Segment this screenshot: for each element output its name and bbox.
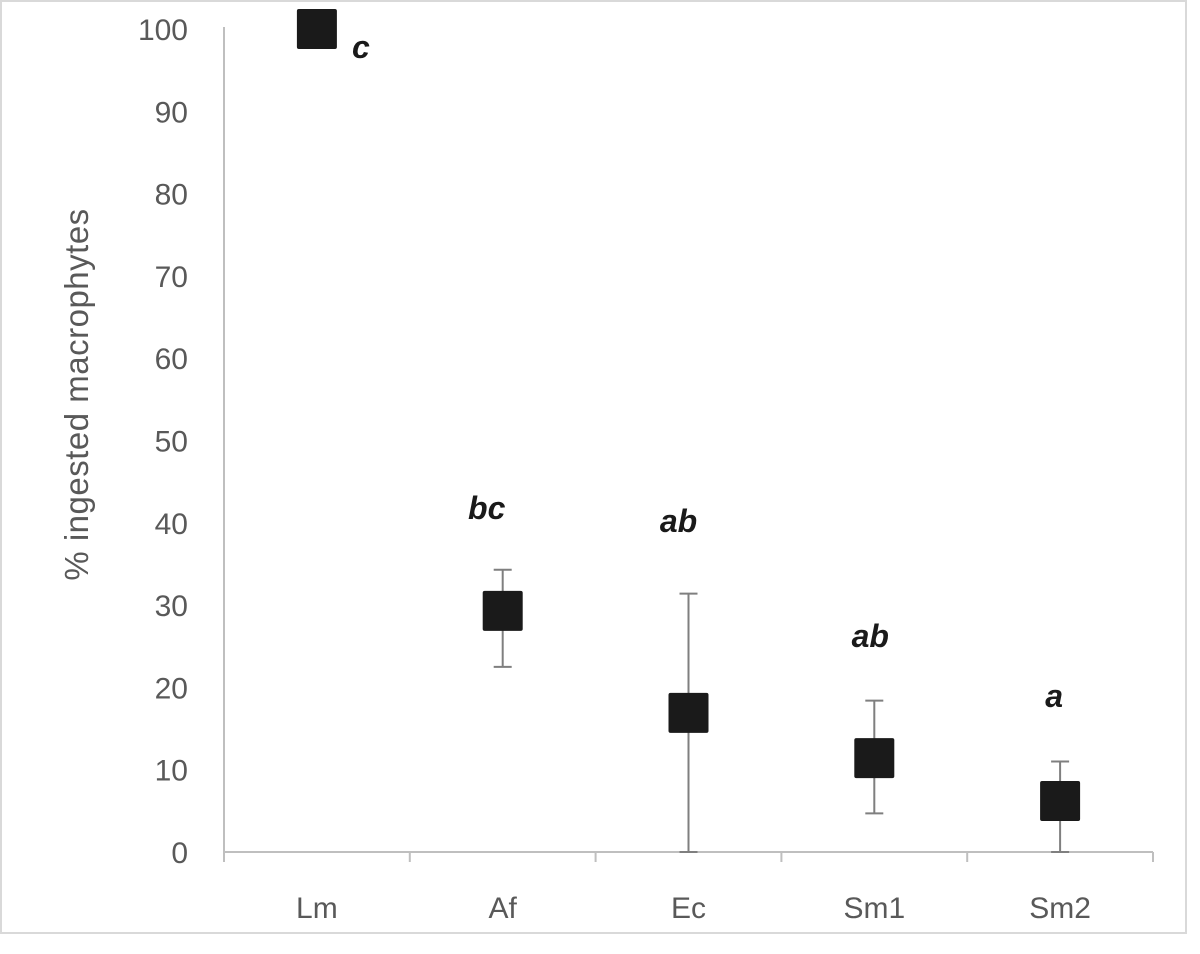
y-tick-label: 30 bbox=[155, 590, 188, 623]
significance-letter: ab bbox=[660, 503, 697, 539]
x-tick-label: Af bbox=[489, 892, 518, 925]
significance-letter: c bbox=[352, 29, 370, 65]
axes: 0 10 20 30 40 50 60 70 80 90 100 Lm Af Ec Sm1 Sm2 bbox=[138, 14, 1154, 925]
y-axis-title: % ingested macrophytes bbox=[58, 208, 95, 580]
y-tick-label: 60 bbox=[155, 343, 188, 376]
error-bars bbox=[493, 568, 1070, 853]
data-point-marker bbox=[1040, 780, 1081, 821]
y-tick-label: 80 bbox=[155, 179, 188, 212]
x-tick-label: Lm bbox=[296, 892, 338, 925]
y-tick-label: 100 bbox=[138, 14, 188, 47]
data-point-marker bbox=[296, 9, 337, 49]
x-tick-label: Sm2 bbox=[1029, 892, 1091, 925]
y-tick-label: 10 bbox=[155, 755, 188, 788]
x-tick-label: Ec bbox=[671, 892, 706, 925]
significance-letter: a bbox=[1045, 678, 1063, 714]
y-tick-label: 20 bbox=[155, 672, 188, 705]
chart-labels: c bc ab ab a bbox=[352, 29, 1063, 714]
data-point-marker bbox=[482, 590, 523, 631]
chart-frame: 0 10 20 30 40 50 60 70 80 90 100 Lm Af Ec Sm1 Sm2 c bc ab… bbox=[0, 0, 1187, 934]
data-point-marker bbox=[854, 738, 895, 779]
y-tick-label: 50 bbox=[155, 426, 188, 459]
y-tick-label: 40 bbox=[155, 508, 188, 541]
significance-letter: ab bbox=[852, 618, 889, 654]
chart-plot: 0 10 20 30 40 50 60 70 80 90 100 Lm Af Ec Sm1 Sm2 c bc ab… bbox=[58, 9, 1154, 925]
x-tick-label: Sm1 bbox=[843, 892, 905, 925]
data-point-marker bbox=[668, 692, 709, 733]
y-tick-label: 70 bbox=[155, 261, 188, 294]
y-tick-label: 90 bbox=[155, 96, 188, 129]
significance-letter: bc bbox=[468, 490, 506, 526]
y-tick-label: 0 bbox=[171, 837, 188, 870]
data-markers bbox=[296, 9, 1081, 821]
